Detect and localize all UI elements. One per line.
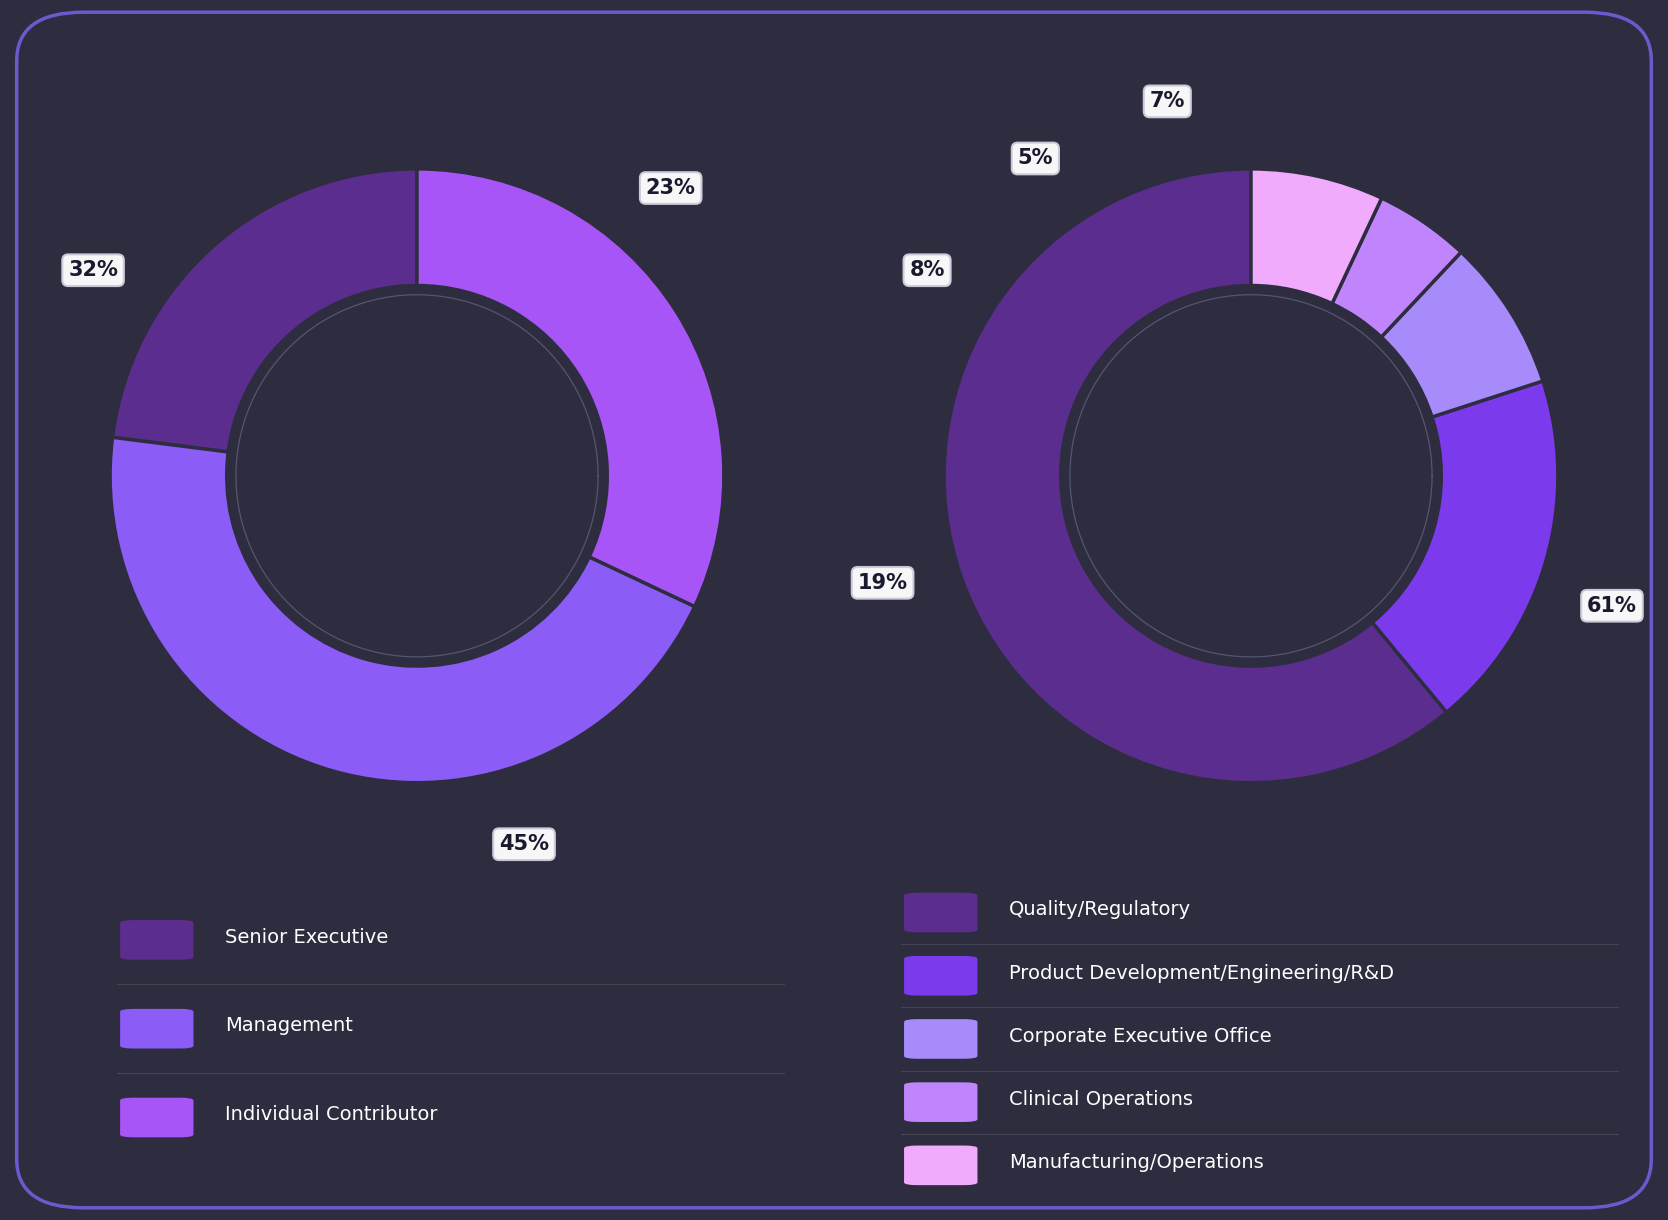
- Wedge shape: [1373, 381, 1558, 712]
- Text: Product Development/Engineering/R&D: Product Development/Engineering/R&D: [1009, 964, 1394, 982]
- Text: 19%: 19%: [857, 573, 907, 593]
- Text: 7%: 7%: [1149, 92, 1184, 111]
- FancyBboxPatch shape: [120, 1098, 193, 1137]
- Text: Senior Executive: Senior Executive: [225, 927, 389, 947]
- Text: Quality/Regulatory: Quality/Regulatory: [1009, 900, 1191, 920]
- Text: Management: Management: [225, 1016, 354, 1036]
- Text: 45%: 45%: [499, 834, 549, 854]
- Wedge shape: [112, 168, 417, 451]
- FancyBboxPatch shape: [904, 1019, 977, 1059]
- Wedge shape: [1251, 168, 1381, 304]
- Text: 61%: 61%: [1586, 595, 1636, 616]
- FancyBboxPatch shape: [904, 956, 977, 996]
- Wedge shape: [1333, 198, 1461, 337]
- Wedge shape: [110, 437, 694, 783]
- Text: Clinical Operations: Clinical Operations: [1009, 1089, 1193, 1109]
- Text: Corporate Executive Office: Corporate Executive Office: [1009, 1027, 1271, 1046]
- FancyBboxPatch shape: [904, 893, 977, 932]
- Text: Individual Contributor: Individual Contributor: [225, 1105, 437, 1125]
- Wedge shape: [417, 168, 724, 606]
- Text: 8%: 8%: [909, 260, 944, 281]
- Wedge shape: [1381, 253, 1543, 417]
- FancyBboxPatch shape: [904, 1082, 977, 1122]
- FancyBboxPatch shape: [120, 920, 193, 960]
- Wedge shape: [944, 168, 1446, 783]
- FancyBboxPatch shape: [904, 1146, 977, 1185]
- Text: Manufacturing/Operations: Manufacturing/Operations: [1009, 1153, 1264, 1172]
- Circle shape: [1061, 285, 1441, 666]
- Text: 23%: 23%: [646, 178, 696, 198]
- Text: 32%: 32%: [68, 260, 118, 281]
- Circle shape: [227, 285, 607, 666]
- FancyBboxPatch shape: [120, 1009, 193, 1048]
- Text: 5%: 5%: [1017, 149, 1053, 168]
